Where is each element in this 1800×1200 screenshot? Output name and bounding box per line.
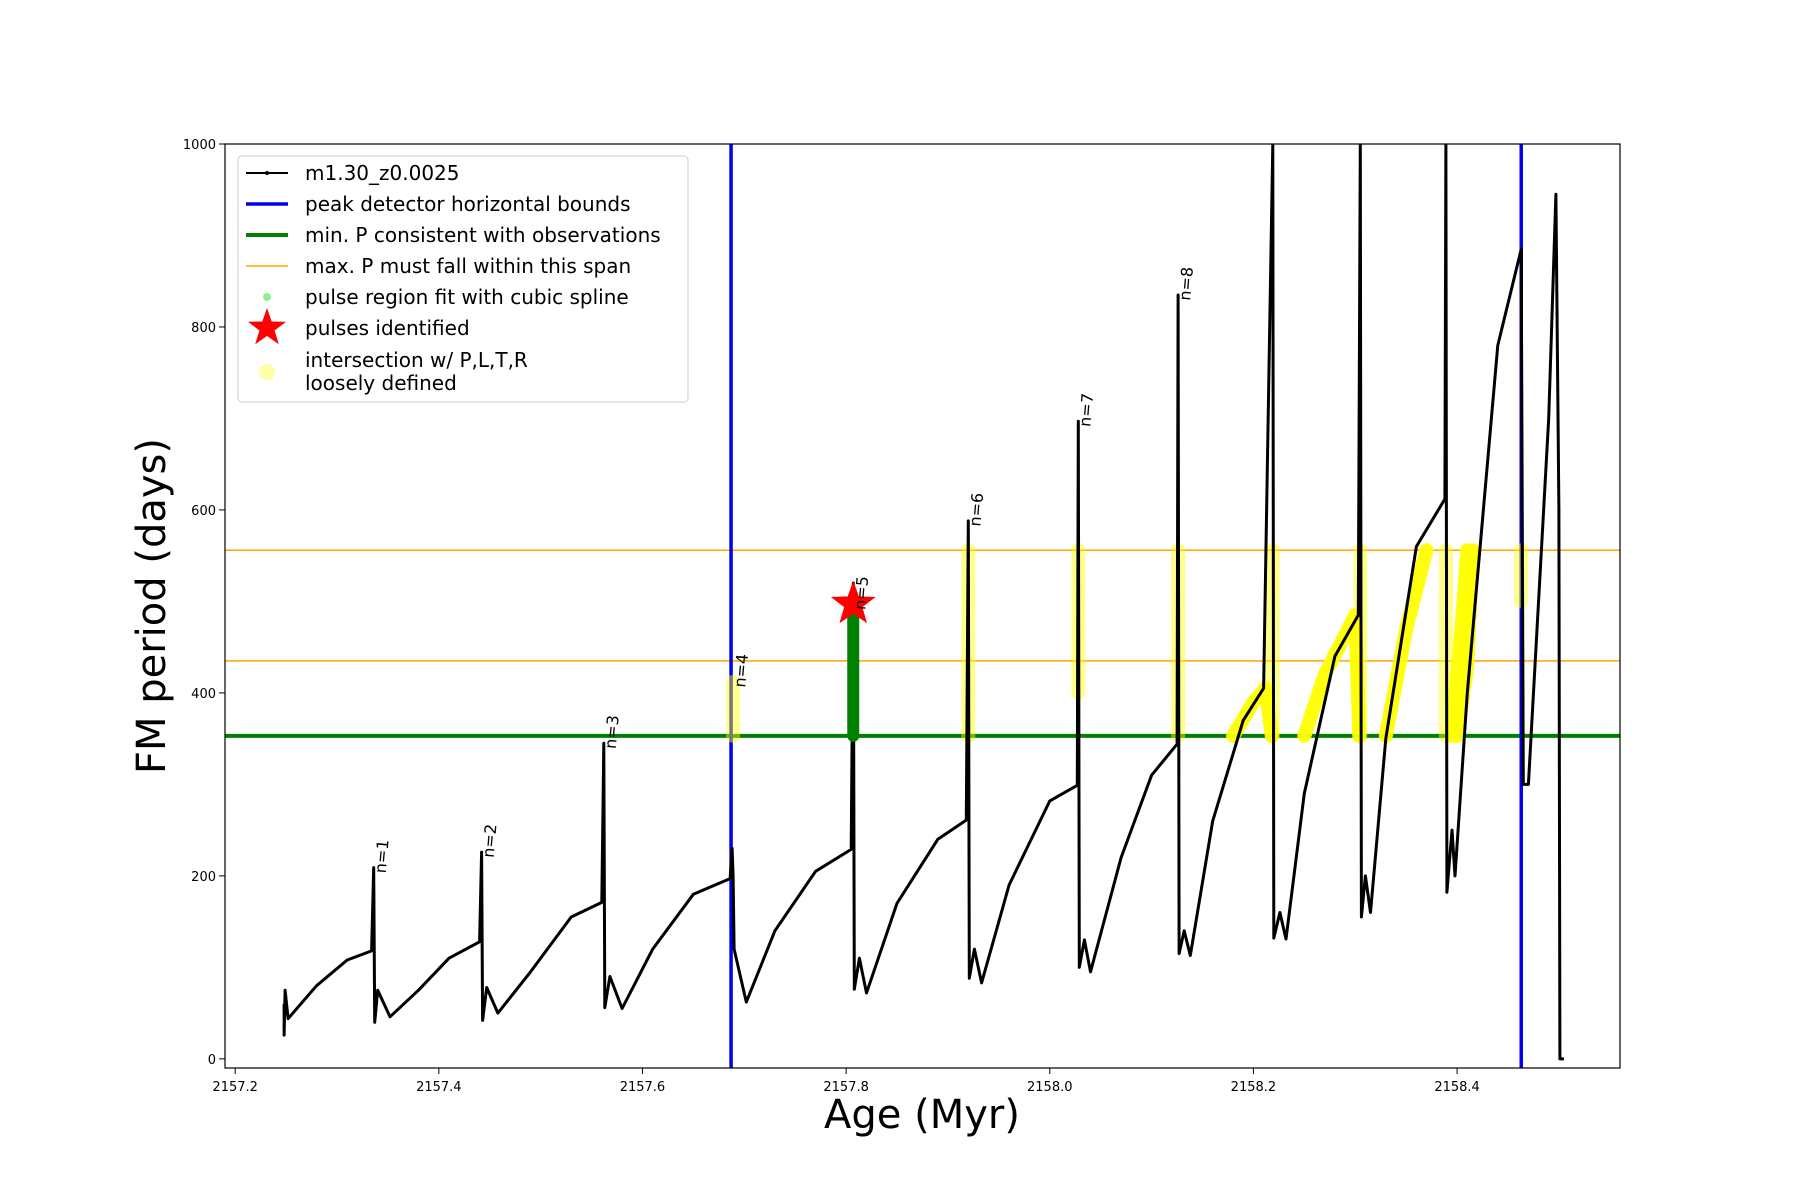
y-tick-label: 800 (191, 321, 216, 336)
legend-label-spline: pulse region fit with cubic spline (305, 285, 629, 309)
y-tick-label: 0 (208, 1053, 216, 1068)
peak-annotation: n=1 (371, 839, 393, 874)
x-tick-label: 2158.4 (1434, 1080, 1480, 1095)
x-tick-label: 2157.2 (212, 1080, 258, 1095)
x-axis-title: Age (Myr) (824, 1092, 1020, 1138)
peak-annotation: n=8 (1175, 266, 1197, 301)
x-tick-label: 2157.6 (620, 1080, 666, 1095)
legend-handle-intersection (259, 364, 275, 380)
peak-annotation: n=7 (1075, 392, 1097, 427)
peak-annotation: n=5 (850, 575, 872, 610)
x-tick-label: 2158.2 (1231, 1080, 1277, 1095)
legend-label-intersection: intersection w/ P,L,T,R (305, 348, 528, 372)
legend-label-intersection-line2: loosely defined (305, 371, 457, 395)
legend-label-bounds: peak detector horizontal bounds (305, 192, 631, 216)
peak-annotation: n=2 (479, 823, 501, 858)
y-tick-label: 600 (191, 504, 216, 519)
peak-annotation: n=3 (601, 714, 623, 749)
plot-data-layer (225, 144, 1620, 1068)
legend-handle-spline (263, 293, 271, 301)
y-tick-label: 400 (191, 687, 216, 702)
x-tick-label: 2157.4 (416, 1080, 462, 1095)
annotation-layer: n=1 n=2 n=3 n=4 n=5 n=6 n=7 n=8 (371, 266, 1197, 874)
x-tick-label: 2158.0 (1027, 1080, 1073, 1095)
plot-frame (224, 143, 1621, 1069)
peak-annotation: n=4 (730, 653, 752, 688)
y-tick-label: 1000 (183, 138, 216, 153)
legend-label-min-p: min. P consistent with observations (305, 223, 661, 247)
pulse-star-1 (830, 580, 876, 624)
series-line-1 (282, 144, 1564, 1061)
x-tick-label: 2157.8 (823, 1080, 869, 1095)
y-axis-title: FM period (days) (129, 438, 175, 774)
legend-label-max-p: max. P must fall within this span (305, 254, 631, 278)
y-tick-label: 200 (191, 870, 216, 885)
axes-layer: 2157.2 2157.4 2157.6 2157.8 2158.0 2158.2 2158… (183, 138, 1480, 1095)
legend-label-track: m1.30_z0.0025 (305, 161, 460, 185)
legend-handle-track-marker (265, 171, 269, 175)
peak-annotation: n=6 (965, 492, 987, 527)
legend-handle-pulse-star (248, 308, 286, 345)
intersection-curve-5 (1450, 543, 1480, 743)
legend-label-pulse: pulses identified (305, 316, 470, 340)
legend-box (237, 155, 689, 403)
